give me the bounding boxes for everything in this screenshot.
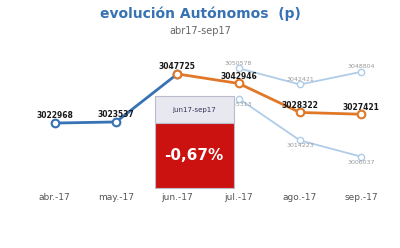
Text: 3042946: 3042946 bbox=[220, 72, 257, 81]
Text: evolución Autónomos  (p): evolución Autónomos (p) bbox=[100, 6, 300, 21]
Text: © asesores económicos independientes 2017: © asesores económicos independientes 201… bbox=[108, 228, 292, 238]
Text: 3035313: 3035313 bbox=[225, 101, 252, 107]
FancyBboxPatch shape bbox=[155, 96, 234, 123]
Text: 3047725: 3047725 bbox=[159, 62, 196, 71]
Text: jun17-sep17: jun17-sep17 bbox=[172, 107, 216, 113]
Text: abr17-sep17: abr17-sep17 bbox=[169, 26, 231, 36]
Text: 3042421: 3042421 bbox=[286, 77, 314, 82]
Text: 3027421: 3027421 bbox=[343, 103, 380, 112]
Text: 3050578: 3050578 bbox=[225, 61, 252, 66]
Text: 3048804: 3048804 bbox=[348, 64, 375, 69]
Text: 3022968: 3022968 bbox=[36, 111, 73, 120]
Text: 3014223: 3014223 bbox=[286, 143, 314, 148]
Text: 3023537: 3023537 bbox=[98, 110, 134, 119]
FancyBboxPatch shape bbox=[155, 123, 234, 188]
Text: -0,67%: -0,67% bbox=[164, 148, 224, 163]
Text: Elaboración propia a partir de los datos del SEPE y Seguridad Social: Elaboración propia a partir de los datos… bbox=[63, 206, 337, 216]
Text: 3006037: 3006037 bbox=[348, 160, 375, 165]
Text: 3028322: 3028322 bbox=[282, 101, 318, 110]
